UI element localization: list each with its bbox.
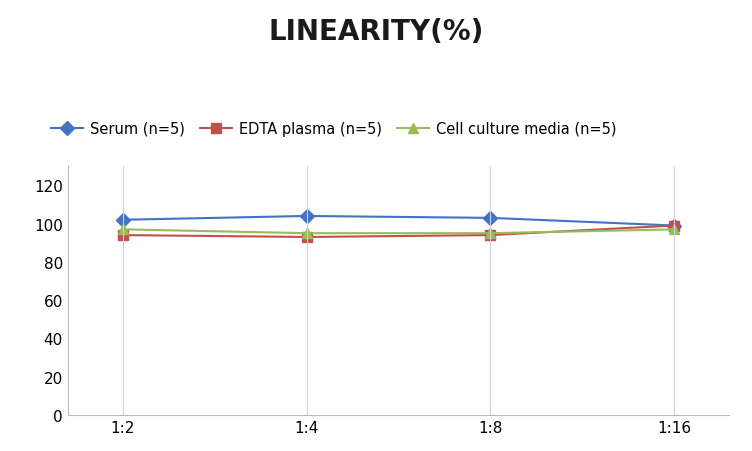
Legend: Serum (n=5), EDTA plasma (n=5), Cell culture media (n=5): Serum (n=5), EDTA plasma (n=5), Cell cul… — [45, 115, 622, 142]
EDTA plasma (n=5) — [670, 223, 679, 229]
Cell culture media (n=5) — [486, 231, 495, 236]
EDTA plasma (n=5) — [118, 233, 127, 238]
Serum (n=5) — [302, 214, 311, 219]
Cell culture media (n=5) — [118, 227, 127, 233]
Serum (n=5) — [670, 223, 679, 229]
Line: EDTA plasma (n=5): EDTA plasma (n=5) — [118, 221, 679, 242]
Line: Serum (n=5): Serum (n=5) — [118, 212, 679, 231]
Serum (n=5) — [118, 217, 127, 223]
Cell culture media (n=5) — [302, 231, 311, 236]
Cell culture media (n=5) — [670, 227, 679, 233]
Line: Cell culture media (n=5): Cell culture media (n=5) — [118, 225, 679, 239]
EDTA plasma (n=5) — [302, 235, 311, 240]
Serum (n=5) — [486, 216, 495, 221]
Text: LINEARITY(%): LINEARITY(%) — [268, 18, 484, 46]
EDTA plasma (n=5) — [486, 233, 495, 238]
